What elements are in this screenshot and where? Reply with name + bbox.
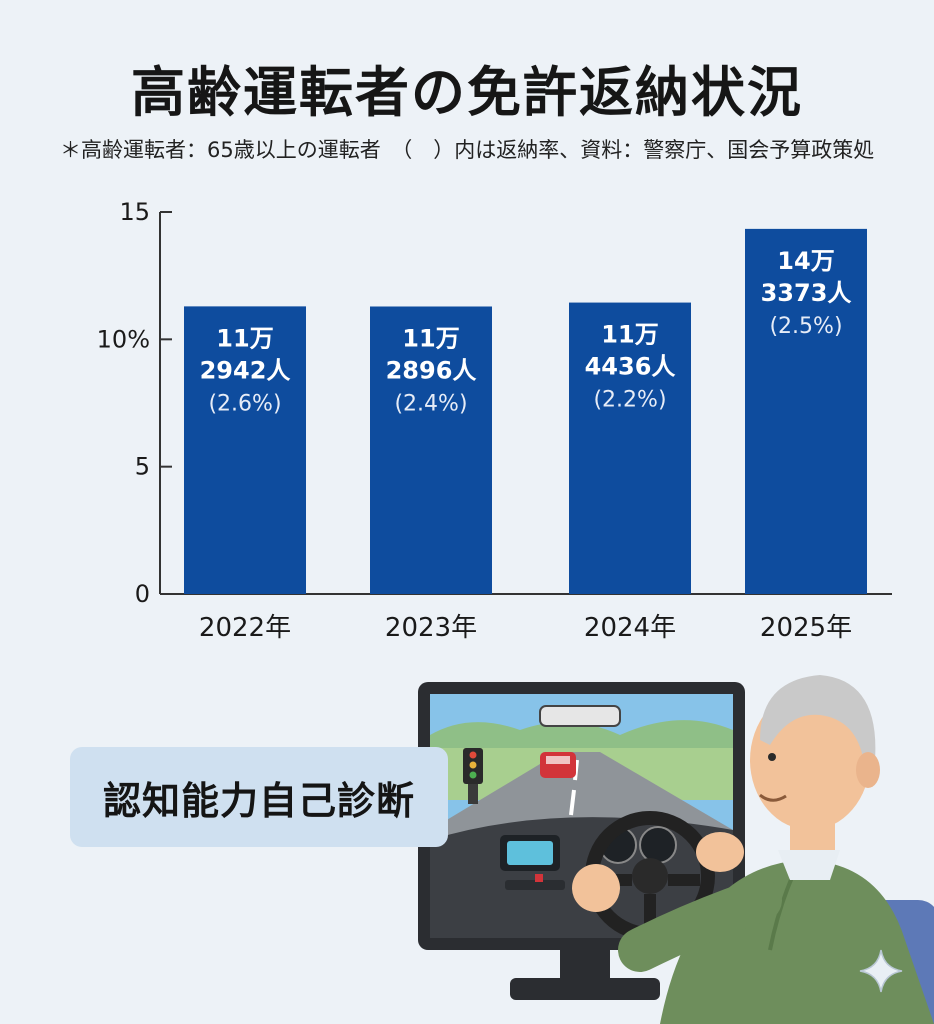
y-tick-label: 10%: [97, 325, 150, 353]
y-tick-label: 0: [135, 580, 150, 608]
bar-value-label: 14万: [777, 247, 834, 275]
bar: [745, 228, 867, 594]
bar-value-label: 11万: [601, 321, 658, 349]
bar: [569, 302, 691, 594]
bar-chart: 0 5 10% 15 11万 2942人 (2.6%) 2022年 11万 2896人 (2.4%…: [97, 198, 892, 643]
elderly-driver-simulator-icon: [418, 675, 934, 1024]
y-tick-label: 15: [119, 198, 150, 226]
cognitive-test-badge: 認知能力自己診断: [70, 747, 448, 847]
bar-value-label: 11万: [402, 324, 459, 352]
bar-rate-label: (2.4%): [394, 391, 467, 416]
x-category-label: 2023年: [385, 613, 477, 643]
bar-rate-label: (2.5%): [769, 314, 842, 339]
bar-value-label: 2896人: [386, 356, 477, 384]
bar-value-label: 3373人: [761, 279, 852, 307]
page-title: 高齢運転者の免許返納状況: [131, 61, 803, 124]
sparkle-icon: [859, 949, 903, 993]
x-category-label: 2022年: [199, 613, 291, 643]
bar-value-label: 2942人: [200, 356, 291, 384]
y-tick-label: 5: [135, 453, 150, 481]
bar: [370, 306, 492, 594]
label-layer: 11万 2942人 (2.6%) 2022年 11万 2896人 (2.4%) 2023年 11…: [199, 247, 852, 643]
x-category-label: 2025年: [760, 613, 852, 643]
bar-value-label: 11万: [216, 324, 273, 352]
bar-value-label: 4436人: [585, 353, 676, 381]
bar: [184, 306, 306, 594]
bar-layer: [184, 228, 867, 594]
chart-note: ＊高齢運転者：65歳以上の運転者 （ ）内は返納率、資料：警察庁、国会予算政策処: [60, 138, 875, 162]
x-category-label: 2024年: [584, 613, 676, 643]
bar-rate-label: (2.2%): [593, 388, 666, 413]
bar-rate-label: (2.6%): [208, 391, 281, 416]
